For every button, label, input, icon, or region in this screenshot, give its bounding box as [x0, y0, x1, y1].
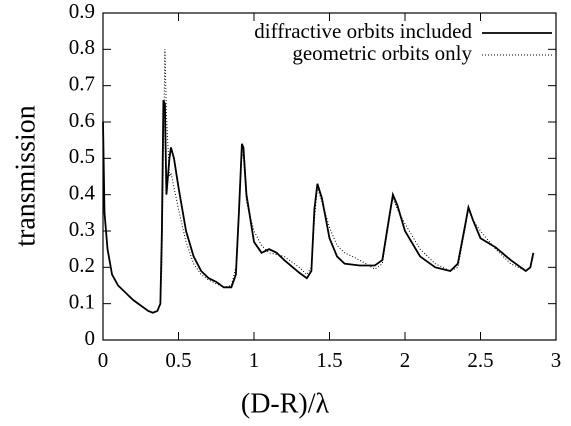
- x-tick-label: 3: [551, 348, 562, 372]
- x-tick-label: 1.5: [316, 348, 342, 372]
- x-tick-label: 2.5: [467, 348, 493, 372]
- y-tick-label: 0.1: [69, 289, 95, 313]
- y-tick-label: 0.6: [69, 108, 95, 132]
- x-tick-label: 0.5: [165, 348, 191, 372]
- x-tick-label: 1: [249, 348, 260, 372]
- y-tick-label: 0.4: [69, 180, 96, 204]
- y-tick-label: 0.7: [69, 71, 95, 95]
- y-tick-label: 0.8: [69, 35, 95, 59]
- legend-label: diffractive orbits included: [254, 19, 472, 43]
- y-axis-label: transmission: [10, 105, 41, 247]
- legend-label: geometric orbits only: [292, 41, 472, 65]
- y-tick-label: 0: [85, 326, 96, 350]
- y-tick-label: 0.5: [69, 144, 95, 168]
- series-line: [102, 99, 535, 314]
- series-line: [102, 49, 534, 314]
- x-tick-label: 0: [98, 348, 109, 372]
- x-axis-label: (D-R)/λ: [241, 388, 330, 419]
- y-tick-label: 0.2: [69, 253, 95, 277]
- y-tick-label: 0.3: [69, 217, 95, 241]
- y-tick-label: 0.9: [69, 0, 95, 23]
- x-tick-label: 2: [400, 348, 411, 372]
